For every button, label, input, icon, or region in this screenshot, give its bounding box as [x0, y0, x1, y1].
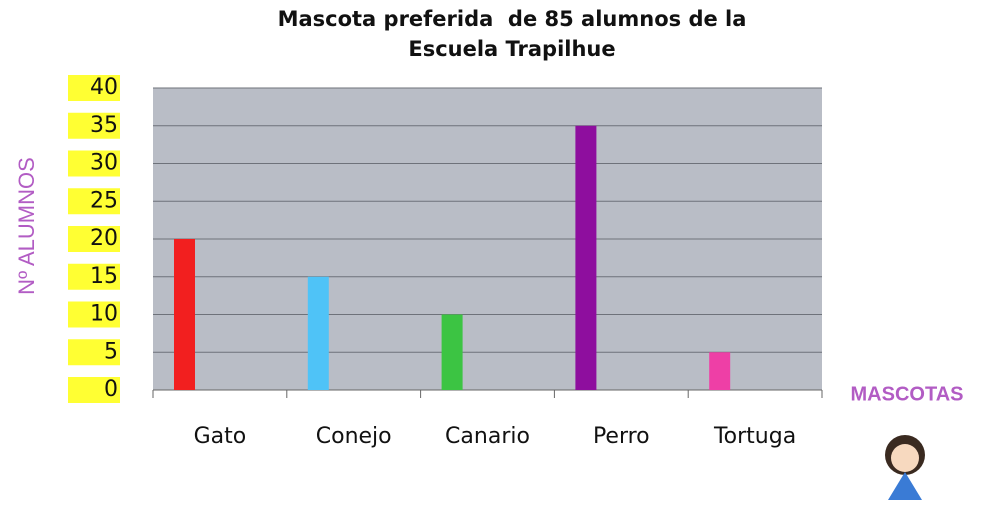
- x-axis-label: MASCOTAS: [851, 383, 964, 405]
- x-tick-label: Gato: [194, 424, 247, 449]
- bar: [308, 277, 329, 390]
- chart-title: Escuela Trapilhue: [408, 37, 615, 61]
- y-tick-label: 30: [90, 151, 118, 176]
- bar: [442, 315, 463, 391]
- y-tick-label: 35: [90, 113, 118, 138]
- x-tick-label: Tortuga: [713, 424, 796, 449]
- bar: [174, 239, 195, 390]
- x-tick-label: Perro: [593, 424, 650, 449]
- y-tick-label: 40: [90, 75, 118, 100]
- y-tick-label: 20: [90, 226, 118, 251]
- bar: [709, 352, 730, 390]
- chart: Mascota preferida de 85 alumnos de la Es…: [0, 0, 985, 516]
- x-tick-label: Canario: [445, 424, 530, 449]
- y-tick-label: 5: [104, 339, 118, 364]
- x-tick-label: Conejo: [316, 424, 392, 449]
- decoration: [885, 435, 925, 500]
- y-tick-label: 25: [90, 188, 118, 213]
- y-tick-label: 0: [104, 377, 118, 402]
- bar: [575, 126, 596, 390]
- y-tick-label: 10: [90, 302, 118, 327]
- y-tick-label: 15: [90, 264, 118, 289]
- chart-title: Mascota preferida de 85 alumnos de la: [278, 7, 747, 31]
- y-axis-label: Nº ALUMNOS: [14, 157, 39, 295]
